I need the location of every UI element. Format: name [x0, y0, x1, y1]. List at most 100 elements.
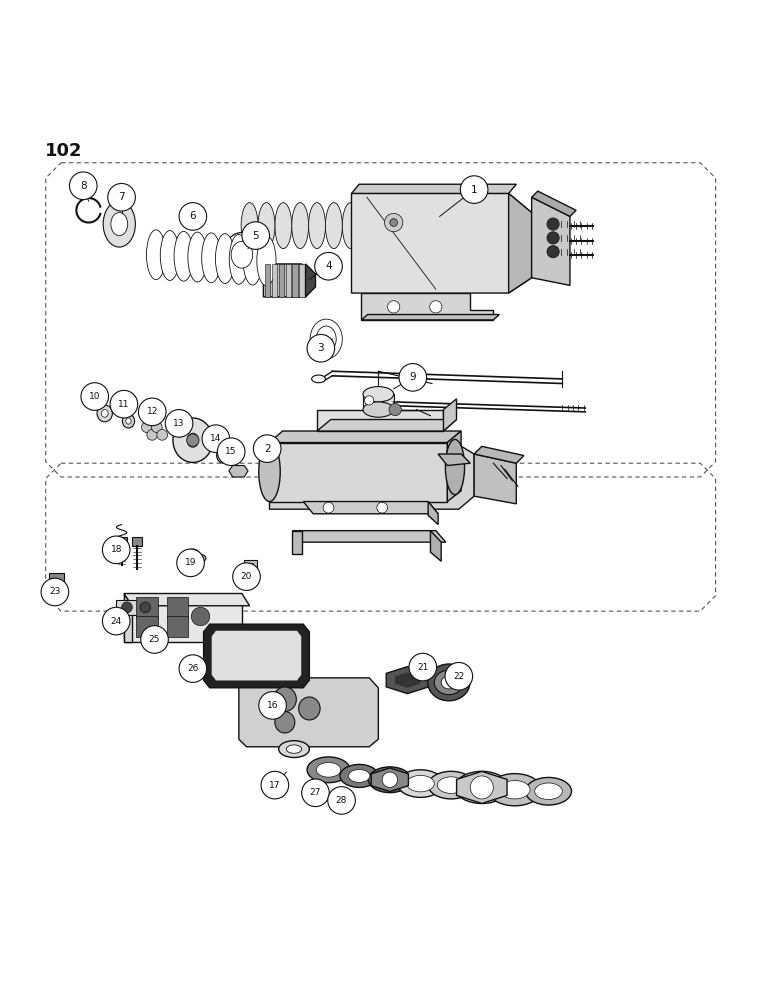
- Circle shape: [140, 602, 151, 613]
- Circle shape: [409, 653, 437, 681]
- Ellipse shape: [435, 670, 463, 695]
- Circle shape: [259, 692, 286, 719]
- Text: 2: 2: [264, 444, 270, 454]
- Ellipse shape: [499, 781, 530, 799]
- Text: 18: 18: [110, 545, 122, 554]
- Text: 11: 11: [118, 400, 130, 409]
- Ellipse shape: [292, 203, 309, 249]
- Polygon shape: [317, 420, 456, 431]
- Ellipse shape: [363, 387, 394, 402]
- Ellipse shape: [174, 231, 193, 281]
- Text: 28: 28: [336, 796, 347, 805]
- Circle shape: [165, 410, 193, 437]
- Polygon shape: [239, 678, 378, 747]
- Text: 7: 7: [118, 192, 125, 202]
- Polygon shape: [438, 454, 470, 466]
- Ellipse shape: [348, 769, 370, 782]
- Circle shape: [242, 222, 269, 249]
- Text: 23: 23: [49, 587, 60, 596]
- Circle shape: [151, 422, 162, 433]
- Ellipse shape: [359, 203, 376, 249]
- Circle shape: [389, 403, 401, 416]
- Ellipse shape: [241, 203, 258, 249]
- Ellipse shape: [273, 687, 296, 712]
- Polygon shape: [351, 184, 516, 193]
- Ellipse shape: [215, 234, 235, 283]
- Circle shape: [328, 787, 355, 814]
- Ellipse shape: [317, 762, 340, 777]
- Circle shape: [307, 334, 334, 362]
- Text: 14: 14: [210, 434, 222, 443]
- Text: 1: 1: [471, 185, 477, 195]
- Circle shape: [384, 213, 403, 232]
- Ellipse shape: [279, 741, 310, 758]
- Polygon shape: [306, 264, 316, 297]
- Ellipse shape: [126, 418, 131, 424]
- Ellipse shape: [201, 233, 221, 283]
- Circle shape: [121, 602, 132, 613]
- Circle shape: [187, 434, 199, 446]
- Circle shape: [261, 771, 289, 799]
- Circle shape: [103, 536, 130, 564]
- Circle shape: [177, 549, 205, 577]
- Polygon shape: [317, 410, 443, 431]
- Ellipse shape: [275, 712, 295, 733]
- Circle shape: [191, 607, 210, 626]
- Circle shape: [315, 252, 342, 280]
- Text: 9: 9: [409, 372, 416, 382]
- Polygon shape: [204, 624, 310, 688]
- Polygon shape: [293, 531, 302, 554]
- Text: 16: 16: [267, 701, 279, 710]
- Text: 10: 10: [89, 392, 100, 401]
- Polygon shape: [136, 597, 157, 618]
- Polygon shape: [443, 399, 456, 431]
- Ellipse shape: [97, 405, 113, 422]
- Polygon shape: [293, 531, 445, 542]
- Ellipse shape: [526, 777, 571, 805]
- Circle shape: [547, 218, 559, 230]
- Ellipse shape: [488, 774, 542, 806]
- Ellipse shape: [187, 433, 198, 447]
- Ellipse shape: [103, 201, 135, 247]
- Ellipse shape: [122, 414, 134, 428]
- Circle shape: [323, 502, 334, 513]
- Ellipse shape: [286, 745, 302, 753]
- Polygon shape: [279, 264, 284, 297]
- Text: 13: 13: [173, 419, 185, 428]
- Ellipse shape: [243, 235, 262, 285]
- Ellipse shape: [224, 233, 260, 277]
- Ellipse shape: [363, 402, 394, 417]
- Ellipse shape: [161, 231, 179, 280]
- Circle shape: [147, 429, 157, 440]
- Ellipse shape: [368, 767, 411, 793]
- Ellipse shape: [258, 203, 275, 249]
- Ellipse shape: [229, 234, 249, 284]
- Text: 27: 27: [310, 788, 321, 797]
- Polygon shape: [394, 672, 420, 688]
- Polygon shape: [265, 264, 270, 297]
- Polygon shape: [124, 594, 131, 642]
- Polygon shape: [248, 563, 253, 567]
- Circle shape: [547, 246, 559, 258]
- Ellipse shape: [111, 213, 127, 236]
- Text: 21: 21: [417, 663, 428, 672]
- Circle shape: [179, 203, 207, 230]
- Text: 4: 4: [325, 261, 332, 271]
- Polygon shape: [49, 573, 64, 583]
- Ellipse shape: [441, 676, 456, 689]
- Text: 20: 20: [241, 572, 252, 581]
- Polygon shape: [361, 293, 493, 320]
- Ellipse shape: [217, 448, 230, 463]
- Ellipse shape: [398, 770, 443, 797]
- Circle shape: [157, 429, 168, 440]
- Circle shape: [460, 176, 488, 203]
- Text: 8: 8: [80, 181, 86, 191]
- Polygon shape: [263, 264, 313, 297]
- Polygon shape: [532, 197, 570, 285]
- Ellipse shape: [340, 764, 378, 787]
- Ellipse shape: [428, 664, 470, 701]
- Text: 3: 3: [317, 343, 324, 353]
- Polygon shape: [269, 445, 474, 509]
- Ellipse shape: [428, 771, 474, 799]
- Text: 25: 25: [149, 635, 161, 644]
